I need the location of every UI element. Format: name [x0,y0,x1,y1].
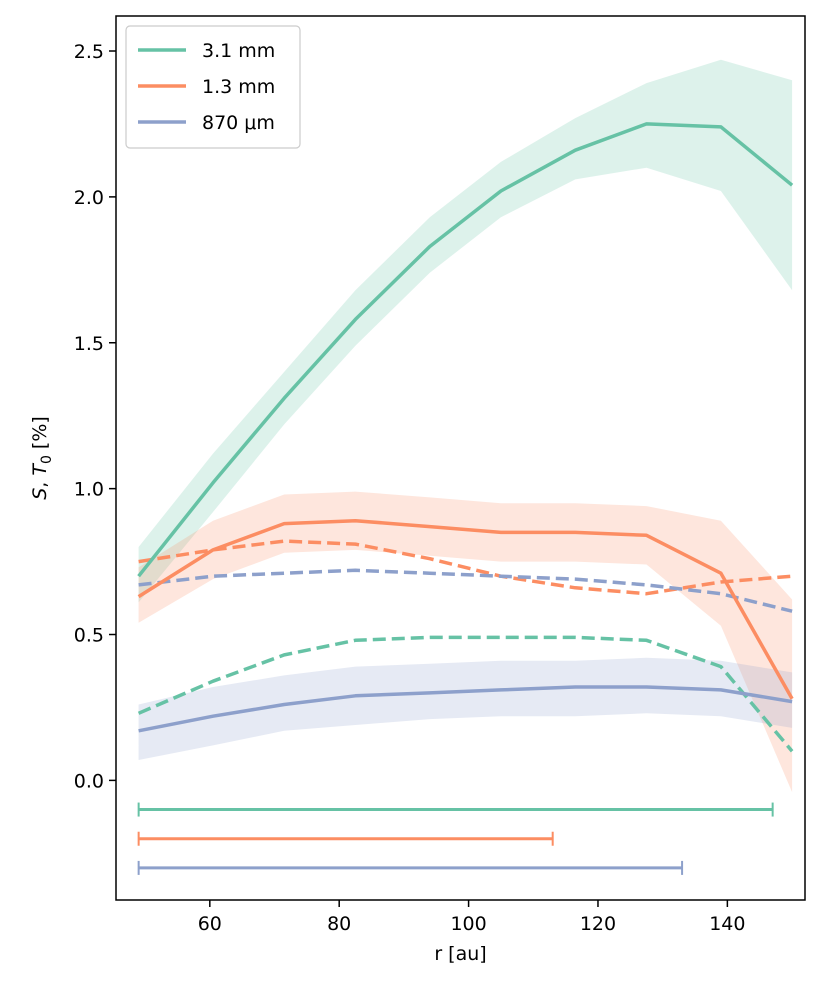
range-bar-2 [137,831,554,846]
x-axis-label: r [au] [434,943,486,965]
dashed-line-8da0cb [138,568,793,613]
dashed-line-66c2a5 [137,635,794,753]
legend-box [125,25,301,149]
band-1.3-mm [138,491,793,793]
range-bar-1 [137,802,774,817]
x-tick-label: 120 [580,913,616,935]
x-tick-label: 100 [450,913,486,935]
x-tick-label: 60 [198,913,222,935]
y-tick-label: 2.0 [74,187,104,209]
y-tick-label: 2.5 [74,41,104,63]
band-3.1-mm [138,59,793,603]
range-bar-3 [137,860,684,875]
line-3.1-mm [137,122,794,578]
line-1.3-mm [137,518,794,700]
x-axis-ticks: 60 80 100 120 140 [198,900,745,935]
radial-range-bars [137,802,774,875]
band-870-μm [138,657,793,760]
dashed-line-fc8d62 [138,539,793,596]
confidence-bands [138,59,793,793]
y-tick-label: 1.5 [74,333,104,355]
y-tick-label: 0.5 [74,625,104,647]
x-tick-label: 80 [327,913,351,935]
legend-label: 870 μm [202,112,275,134]
line-870-μm [138,685,793,733]
legend: 3.1 mm 1.3 mm 870 μm [125,25,301,149]
plot-frame [115,15,806,901]
y-tick-label: 1.0 [74,479,104,501]
legend-label: 3.1 mm [202,40,275,62]
y-tick-label: 0.0 [74,770,104,792]
x-tick-label: 140 [709,913,745,935]
y-axis-label: S, T0 [%] [29,416,55,500]
legend-label: 1.3 mm [202,76,275,98]
series-lines [137,122,794,753]
y-axis-ticks: 0.0 0.5 1.0 1.5 2.0 2.5 [74,41,116,792]
